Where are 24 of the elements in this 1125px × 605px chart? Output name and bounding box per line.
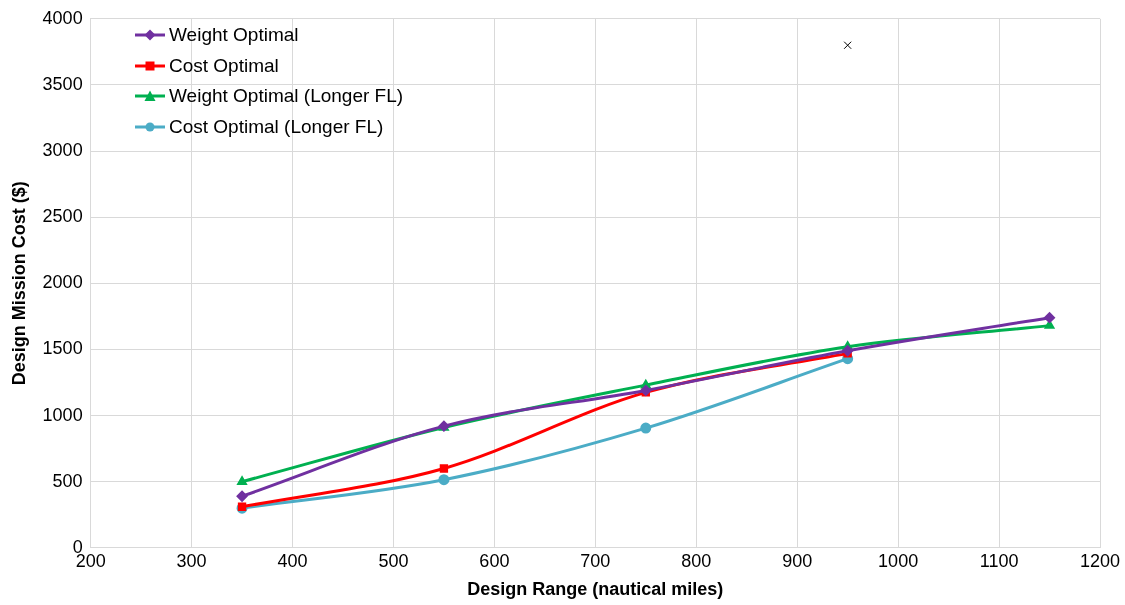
y-tick-label: 1500 [42,338,83,359]
legend-label: Weight Optimal [169,24,299,47]
y-tick-label: 3000 [42,140,83,161]
y-tick-label: 500 [52,470,83,491]
x-tick-label: 700 [580,550,611,571]
y-tick-label: 2000 [42,272,83,293]
legend-label: Cost Optimal (Longer FL) [169,115,384,138]
x-tick-label: 1200 [1079,550,1121,571]
legend-label: Weight Optimal (Longer FL) [169,85,404,108]
x-tick-label: 600 [479,550,510,571]
legend-label: Cost Optimal [169,54,279,77]
y-tick-label: 3500 [42,73,83,94]
y-tick-label: 1000 [42,404,83,425]
x-tick-label: 300 [176,550,207,571]
x-tick-label: 500 [378,550,409,571]
x-tick-label: 400 [277,550,308,571]
y-tick-label: 2500 [42,206,83,227]
x-tick-label: 1000 [878,550,919,571]
x-tick-label: 1100 [979,550,1019,571]
x-axis-title: Design Range (nautical miles) [467,579,724,600]
y-axis-title: Design Mission Cost ($) [8,181,29,386]
x-tick-label: 800 [681,550,712,571]
x-tick-label: 900 [782,550,813,571]
y-tick-label: 4000 [42,7,83,28]
